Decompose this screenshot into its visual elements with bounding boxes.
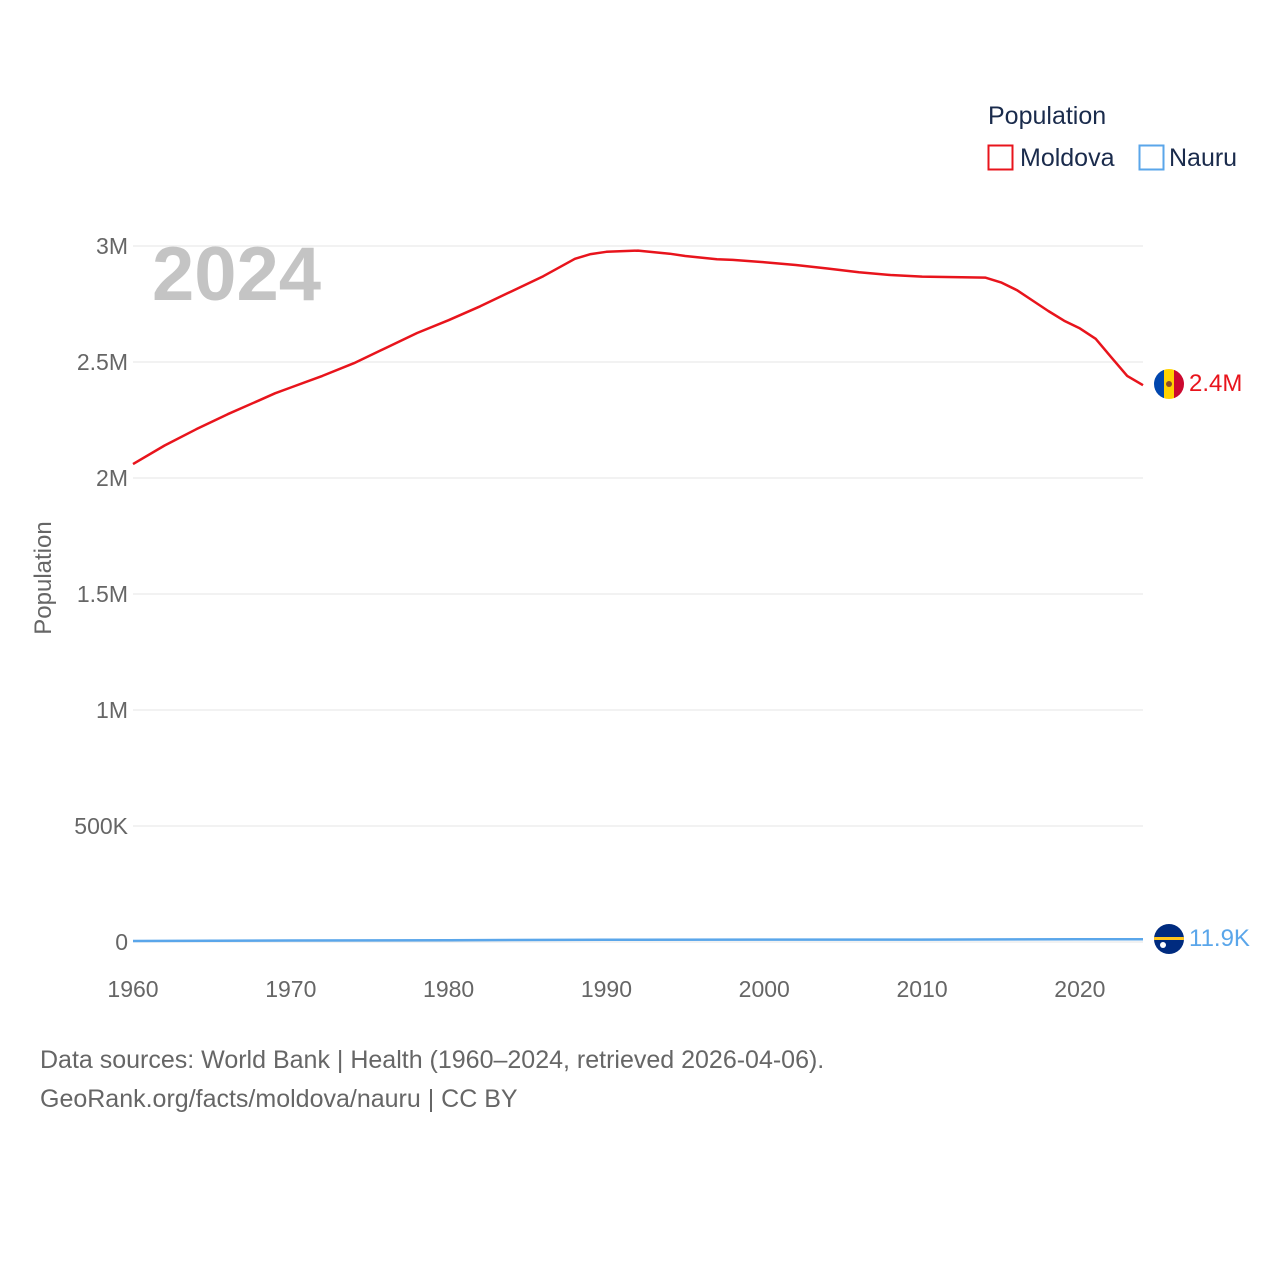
y-tick-label: 1.5M [77,581,128,607]
moldova-end-label: 2.4M [1189,370,1242,397]
y-tick-label: 0 [115,929,128,955]
legend-item-moldova[interactable]: Moldova [987,144,1115,172]
y-tick-label: 3M [96,233,128,259]
source-line-1: Data sources: World Bank | Health (1960–… [40,1046,825,1074]
source-note: Data sources: World Bank | Health (1960–… [40,1041,824,1119]
grid-lines [133,245,1143,943]
nauru-end-label: 11.9K [1189,925,1250,952]
y-axis-ticks: 0 500K 1M 1.5M 2M 2.5M 3M [74,233,128,955]
x-axis-ticks: 1960 1970 1980 1990 2000 2010 2020 [107,976,1105,1002]
nauru-flag-icon [1154,924,1184,954]
x-tick-label: 1980 [423,976,474,1002]
series-line-moldova[interactable] [132,249,1144,466]
legend-item-nauru[interactable]: Nauru [1138,144,1238,172]
x-tick-label: 1960 [107,976,158,1002]
y-tick-label: 2.5M [77,349,128,375]
legend-swatch-nauru [1138,144,1165,171]
legend-title: Population [988,102,1106,130]
x-tick-label: 2010 [896,976,947,1002]
moldova-flag-icon [1154,369,1184,399]
legend-swatch-moldova [987,144,1014,171]
y-tick-label: 500K [74,813,128,839]
series-lines [132,249,1144,943]
source-line-2[interactable]: GeoRank.org/facts/moldova/nauru | CC BY [40,1085,518,1113]
x-tick-label: 1990 [581,976,632,1002]
x-tick-label: 2000 [739,976,790,1002]
legend-label-moldova: Moldova [1020,144,1115,172]
y-axis-title: Population [30,521,57,634]
legend-label-nauru: Nauru [1169,144,1237,172]
legend: Population Moldova Nauru [987,102,1238,172]
x-tick-label: 1970 [265,976,316,1002]
y-tick-label: 2M [96,465,128,491]
y-tick-label: 1M [96,697,128,723]
x-tick-label: 2020 [1054,976,1105,1002]
series-line-nauru[interactable] [132,937,1144,943]
year-watermark: 2024 [152,232,321,317]
